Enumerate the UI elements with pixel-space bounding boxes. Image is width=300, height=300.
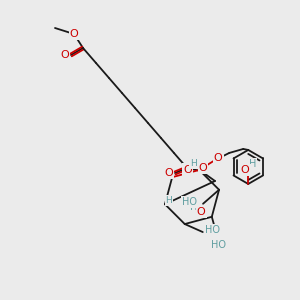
Text: O: O <box>61 50 69 60</box>
Text: O: O <box>197 207 206 217</box>
Text: H: H <box>166 196 172 205</box>
Text: H: H <box>190 202 198 212</box>
Text: H: H <box>249 159 256 169</box>
Text: O: O <box>214 153 223 163</box>
Text: O: O <box>165 168 173 178</box>
Text: O: O <box>183 165 192 175</box>
Text: O: O <box>241 165 250 175</box>
Text: H: H <box>190 160 196 169</box>
Text: HO: HO <box>211 240 226 250</box>
Text: HO: HO <box>182 197 196 207</box>
Text: O: O <box>199 163 207 173</box>
Text: O: O <box>70 29 78 39</box>
Text: HO: HO <box>205 225 220 235</box>
